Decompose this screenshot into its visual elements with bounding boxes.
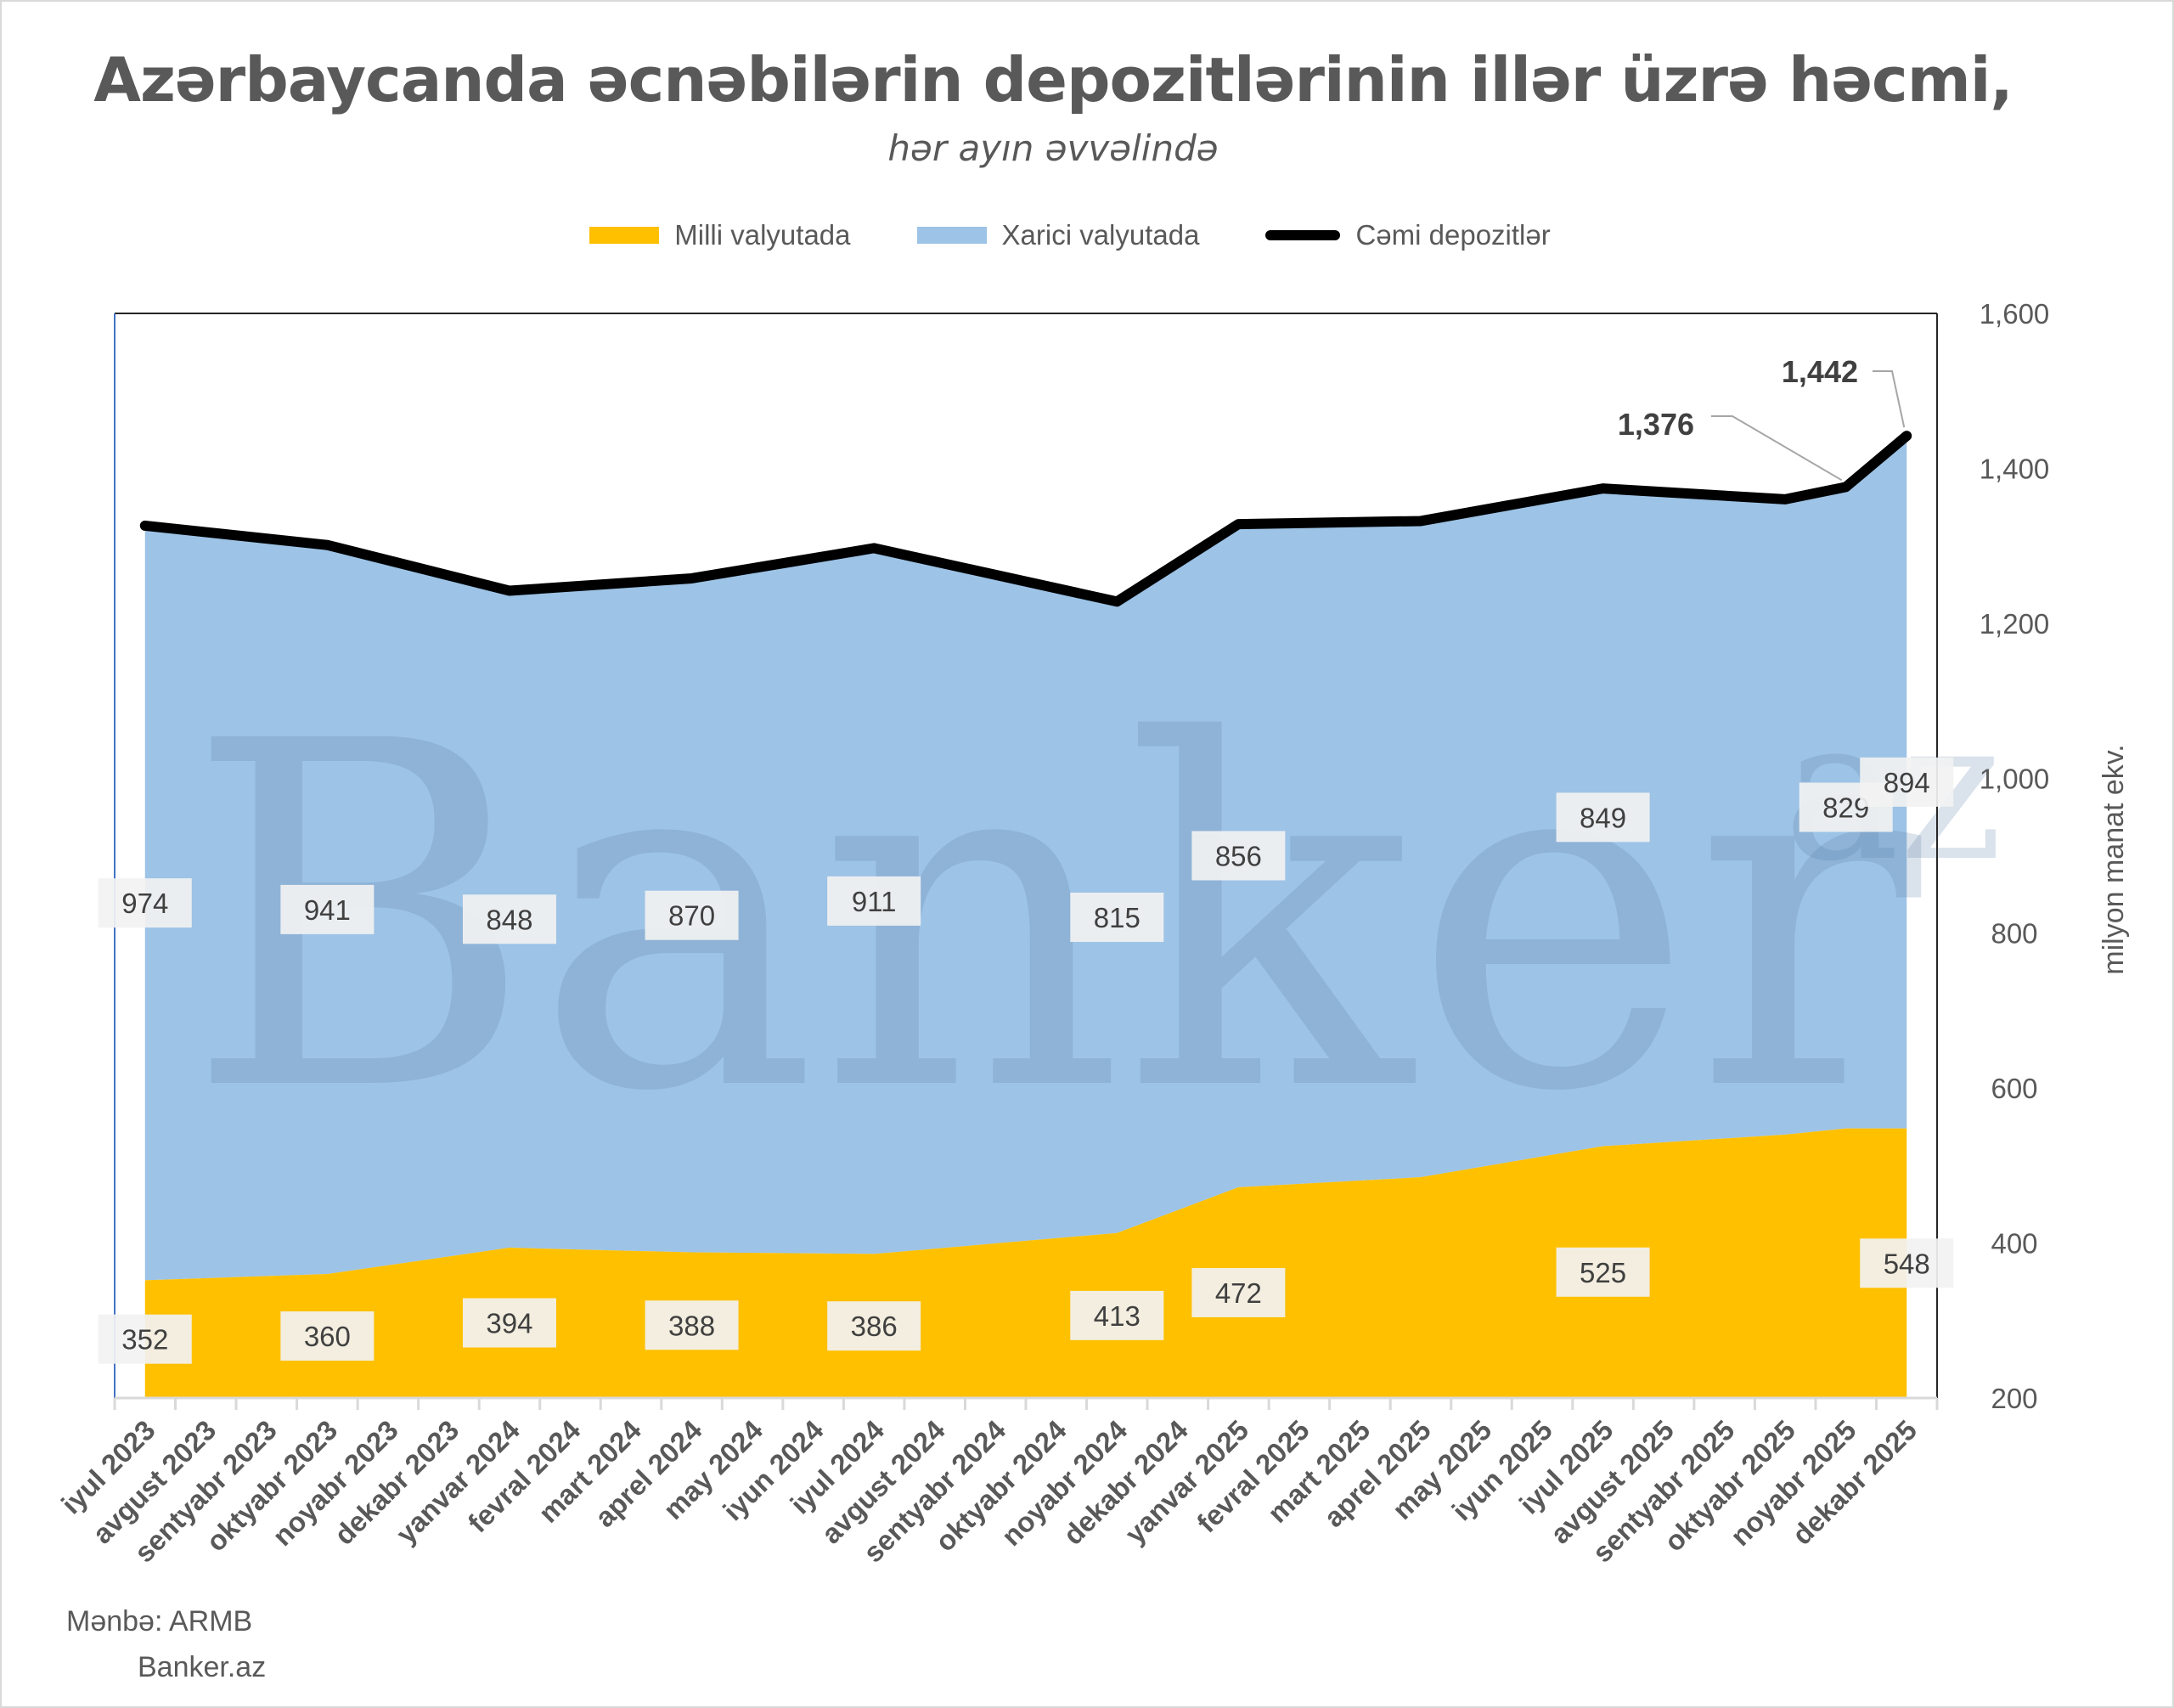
data-label-xarici-box (1556, 792, 1650, 843)
data-label-milli: 394 (486, 1308, 532, 1339)
data-label-xarici: 974 (121, 888, 168, 919)
data-label-xarici: 815 (1094, 902, 1141, 933)
data-label-milli: 360 (304, 1321, 351, 1352)
data-label-milli-box (1191, 1267, 1286, 1317)
y-tick-label: 400 (1991, 1228, 2037, 1260)
data-label-xarici-box (280, 884, 375, 934)
data-label-milli: 548 (1884, 1248, 1930, 1279)
source-line: Mənbə: ARMB (66, 1605, 253, 1638)
y-tick-label: 1,600 (1980, 298, 2050, 330)
legend-item-cemi: Cəmi depozitlər (1265, 219, 1551, 251)
data-label-xarici: 894 (1884, 767, 1930, 798)
y-tick-label: 1,000 (1980, 763, 2050, 794)
legend: Milli valyutada Xarici valyutada Cəmi de… (0, 219, 2140, 251)
legend-label-cemi: Cəmi depozitlər (1355, 219, 1551, 251)
data-label-xarici: 856 (1215, 841, 1262, 872)
chart-title: Azərbaycanda əcnəbilərin depozitlərinin … (93, 44, 2013, 116)
watermark-logo: Banker (185, 642, 1924, 1196)
data-label-xarici-box (1070, 893, 1164, 943)
y-tick-label: 800 (1991, 918, 2037, 950)
data-label-milli-box (280, 1311, 375, 1361)
data-label-milli-box (827, 1301, 921, 1351)
data-label-xarici-box (827, 876, 921, 926)
data-label-milli: 388 (668, 1310, 715, 1341)
data-label-xarici: 911 (852, 886, 897, 917)
data-label-milli-box (1860, 1238, 1954, 1288)
area-xarici (144, 436, 1907, 1281)
data-label-xarici: 870 (668, 900, 715, 932)
legend-swatch-cemi (1265, 230, 1341, 240)
legend-label-milli: Milli valyutada (674, 219, 851, 251)
area-milli (144, 1128, 1907, 1398)
data-label-milli-box (645, 1300, 739, 1350)
data-label-xarici-box (645, 890, 739, 940)
data-label-milli-box (98, 1314, 192, 1364)
y-tick-label: 200 (1991, 1383, 2037, 1414)
legend-swatch-milli (589, 227, 660, 244)
leader-line (1711, 415, 1843, 482)
y-tick-label: 1,200 (1980, 608, 2050, 640)
data-label-cemi: 1,442 (1782, 354, 1858, 389)
data-label-xarici-box (1860, 757, 1954, 807)
data-label-xarici: 849 (1580, 802, 1626, 833)
data-label-xarici: 848 (486, 904, 532, 935)
legend-item-xarici: Xarici valyutada (916, 219, 1200, 251)
y-tick-label: 1,400 (1980, 453, 2050, 484)
data-label-xarici-box (1191, 831, 1286, 881)
data-label-milli: 386 (851, 1311, 898, 1342)
chart-subtitle: hər ayın əvvəlində (887, 127, 1219, 169)
y-tick-label: 600 (1991, 1073, 2037, 1104)
data-label-milli: 352 (121, 1324, 168, 1356)
data-label-milli-box (1070, 1290, 1164, 1340)
data-label-milli: 472 (1215, 1277, 1262, 1309)
data-label-milli-box (1556, 1247, 1650, 1297)
data-label-xarici-box (98, 878, 192, 928)
legend-label-xarici: Xarici valyutada (1001, 219, 1200, 251)
data-label-xarici-box (462, 894, 556, 944)
legend-item-milli: Milli valyutada (589, 219, 851, 251)
data-label-milli: 525 (1580, 1257, 1626, 1288)
data-label-cemi: 1,376 (1618, 407, 1694, 442)
legend-swatch-xarici (916, 227, 987, 244)
source-site: Banker.az (138, 1651, 267, 1683)
line-cemi (139, 431, 1912, 607)
data-label-xarici: 941 (304, 894, 351, 926)
data-label-milli-box (462, 1298, 556, 1348)
source: Mənbə: ARMB Banker.az (66, 1598, 266, 1690)
leader-line (1873, 370, 1906, 428)
data-label-milli: 413 (1094, 1300, 1141, 1332)
y-axis-title: milyon manat ekv. (2098, 744, 2130, 974)
